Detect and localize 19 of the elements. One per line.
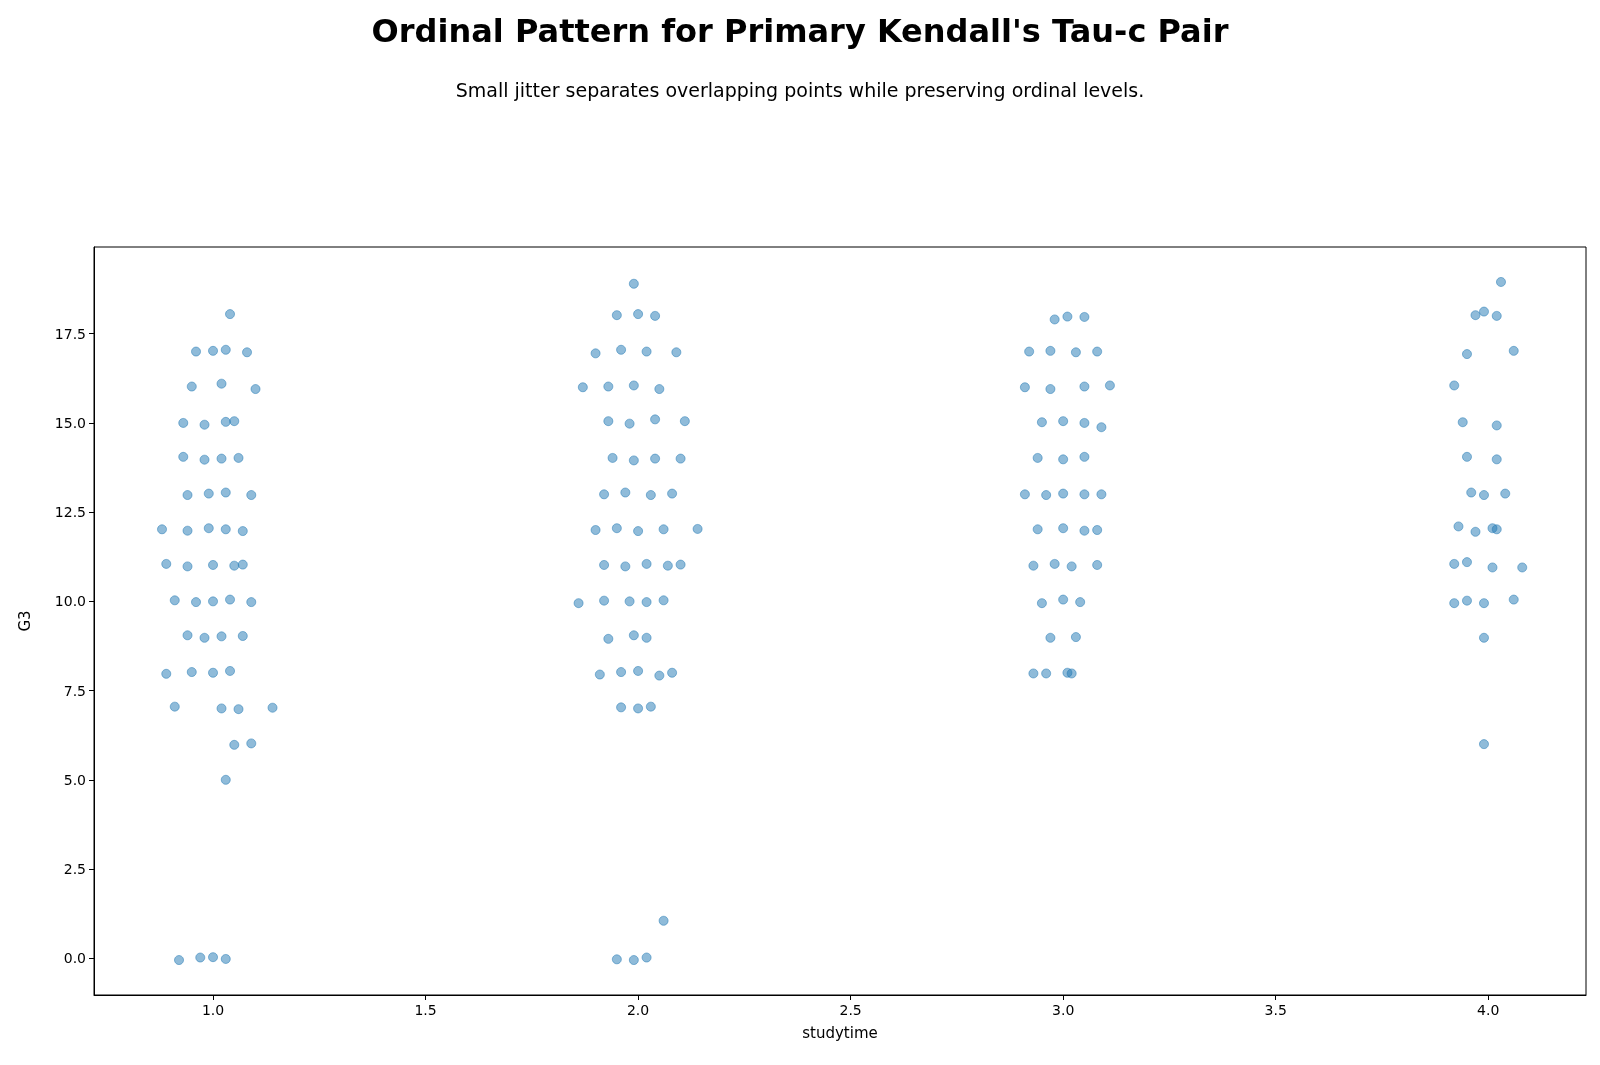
x-tick-label: 2.5	[839, 1002, 862, 1018]
y-tick-label: 17.5	[54, 325, 86, 342]
x-tick-label: 3.0	[1052, 1002, 1075, 1018]
x-tick-label: 2.0	[626, 1002, 650, 1018]
x-tick-label: 1.5	[414, 1002, 437, 1018]
y-axis-title: G3	[15, 610, 34, 632]
x-tick-label: 3.5	[1264, 1002, 1287, 1018]
y-tick-label: 0.0	[63, 950, 86, 967]
chart-title: Ordinal Pattern for Primary Kendall's Tau-c Pair	[371, 12, 1229, 50]
y-tick-label: 12.5	[54, 504, 86, 521]
x-axis-title: studytime	[802, 1023, 878, 1042]
y-tick-label: 7.5	[63, 682, 86, 699]
x-tick-label: 4.0	[1477, 1002, 1500, 1018]
y-tick-label: 5.0	[63, 771, 86, 788]
y-tick-label: 10.0	[54, 593, 86, 610]
chart-subtitle: Small jitter separates overlapping points while preserving ordinal levels.	[455, 78, 1145, 101]
y-tick-label: 15.0	[54, 414, 86, 431]
x-tick-label: 1.0	[201, 1002, 225, 1018]
y-tick-label: 2.5	[63, 861, 86, 878]
